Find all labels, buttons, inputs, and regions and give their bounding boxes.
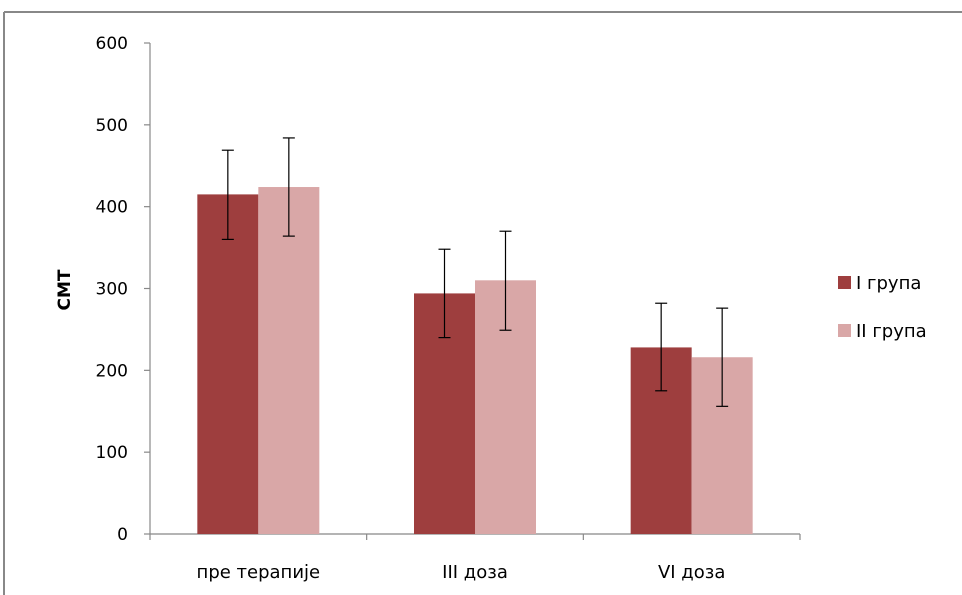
x-tick-label: пре терапије (197, 562, 321, 583)
legend-label: II група (856, 321, 927, 342)
legend-label: I група (856, 273, 921, 294)
x-tick-label: VI доза (658, 562, 725, 583)
bar[interactable] (258, 187, 319, 534)
legend-swatch (838, 276, 851, 289)
y-tick-label: 500 (96, 116, 128, 136)
bars (197, 187, 752, 534)
y-tick-label: 100 (96, 443, 128, 463)
legend-swatch (838, 324, 851, 337)
y-tick-label: 0 (117, 525, 128, 545)
y-axis-label: CMT (55, 269, 75, 310)
x-tick-label: III доза (442, 562, 508, 583)
y-tick-label: 400 (96, 198, 128, 218)
y-tick-label: 600 (96, 34, 128, 54)
legend[interactable]: I група II група (838, 273, 927, 342)
y-tick-label: 200 (96, 361, 128, 381)
bar[interactable] (197, 194, 258, 534)
y-tick-label: 300 (96, 280, 128, 300)
